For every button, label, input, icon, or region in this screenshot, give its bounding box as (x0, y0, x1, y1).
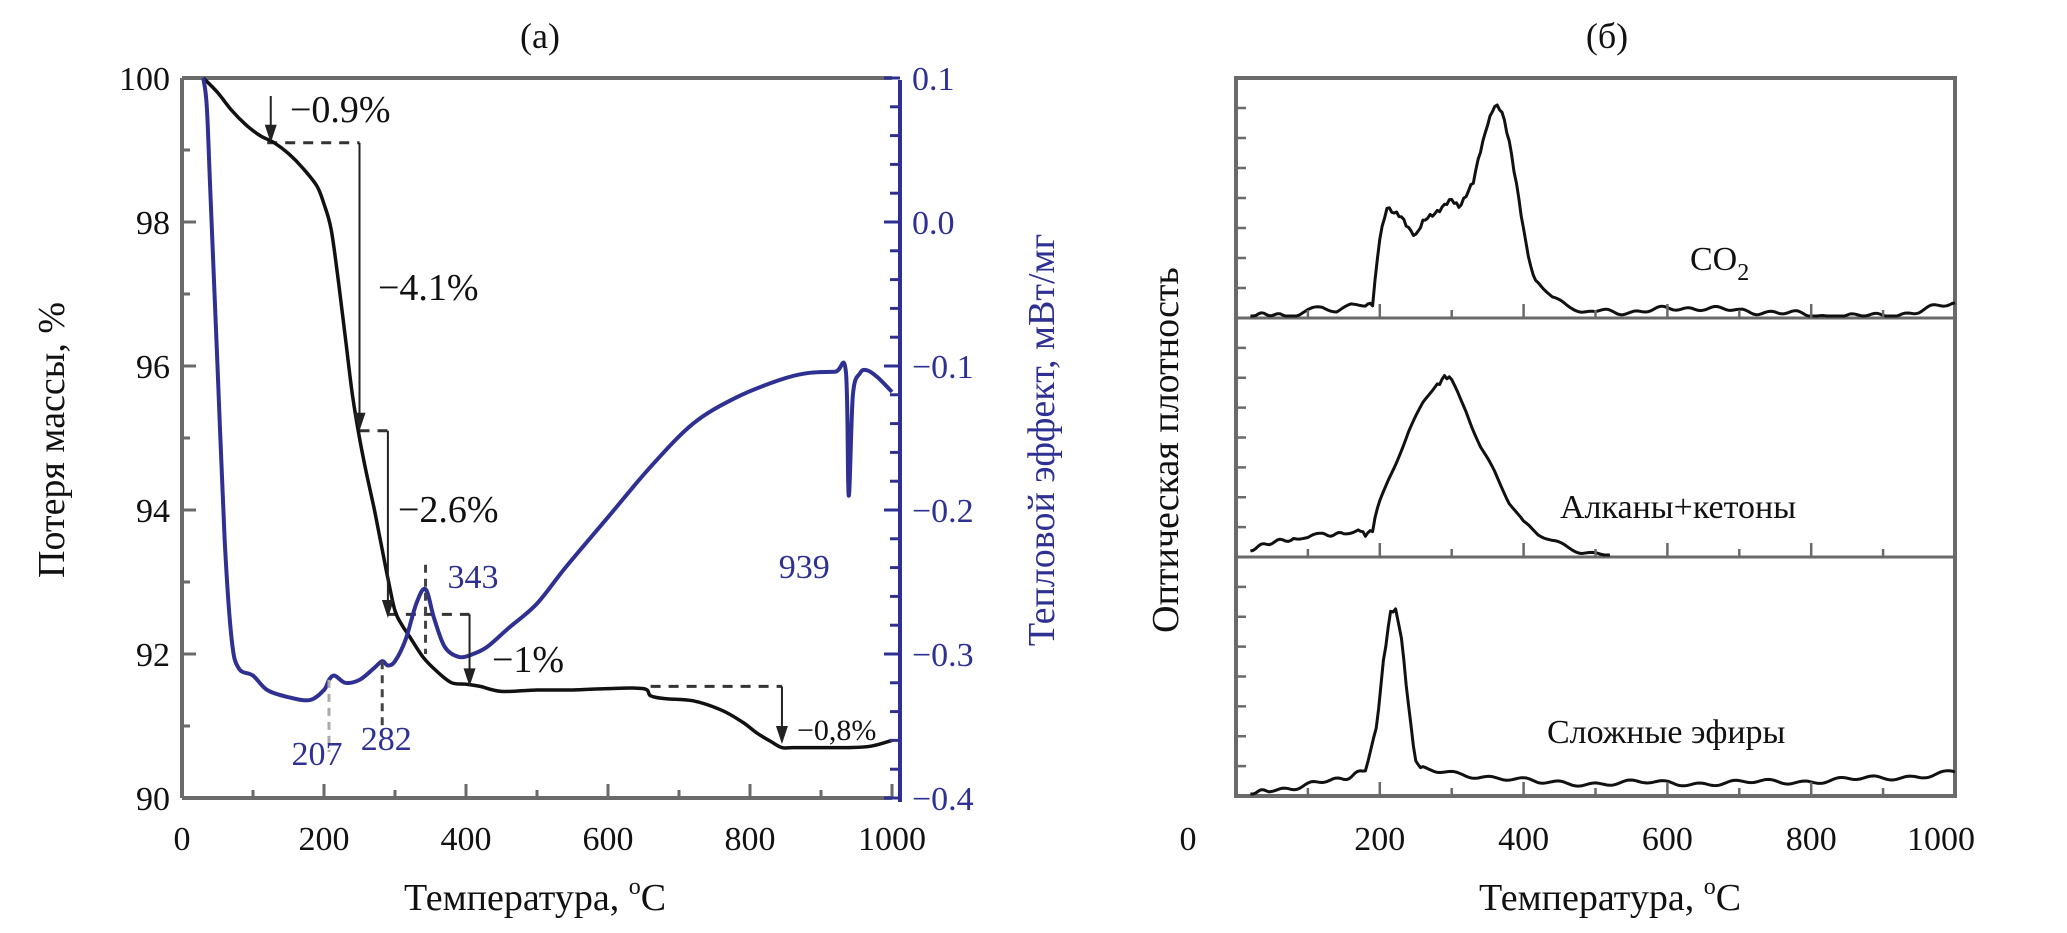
x-axis-label-text: Температура, (1479, 877, 1704, 919)
panel-b-frame (1234, 76, 1957, 798)
mass-loss-arrow-head (264, 124, 277, 143)
panel-b-box (1234, 76, 1957, 798)
alkanes-ketones-label: Алканы+кетоны (1560, 489, 1796, 526)
right-y-tick-label: −0.4 (912, 781, 974, 818)
panel-b-series (1250, 103, 1956, 796)
mass-loss-label: −2.6% (398, 489, 499, 531)
x-axis-label-text: Температура, (404, 877, 629, 919)
y-tick-label: 90 (136, 781, 170, 818)
right-y-tick-label: −0.3 (912, 637, 974, 674)
mass-loss-arrow-head (463, 668, 476, 687)
y-tick-label: 100 (119, 61, 170, 98)
panel-b-x-axis-label: Температура, oC (1479, 874, 1741, 919)
panel-a-x-axis-label: Температура, oC (404, 874, 666, 919)
y-tick-label: 98 (136, 205, 170, 242)
panel-b-title: (б) (1586, 16, 1628, 56)
panel-a-title: (a) (520, 16, 560, 56)
right-y-tick-label: 0.0 (912, 205, 955, 242)
unit-c: C (641, 877, 666, 919)
esters-label: Сложные эфиры (1547, 714, 1786, 751)
x-tick-label: 1000 (858, 821, 926, 858)
mass-loss-label: −0.9% (290, 89, 391, 131)
x-tick-label: 200 (299, 821, 350, 858)
unit-c: C (1716, 877, 1741, 919)
mass-loss-arrow-head (775, 726, 788, 744)
x-tick-label: 0 (174, 821, 191, 858)
tg-curve (202, 76, 893, 750)
y-tick-label: 92 (136, 637, 170, 674)
x-tick-label: 800 (725, 821, 776, 858)
co2-label-main: CO (1690, 241, 1737, 278)
panel-a-ticks: 0 200 400 600 800 1000 90 92 94 96 98 100 −0.4 −0.3 −0… (119, 61, 974, 858)
mass-loss-label: −0,8% (797, 714, 876, 747)
alkanes-ketones-curve (1250, 374, 1610, 557)
x-tick-label: 400 (1498, 821, 1549, 858)
esters-curve (1250, 607, 1956, 796)
x-tick-label: 600 (1642, 821, 1693, 858)
dsc-curve (201, 77, 894, 703)
panel-a-right-y-axis-label: Тепловой эффект, мВт/мг (1021, 234, 1063, 646)
x-tick-label: 1000 (1907, 821, 1975, 858)
mass-loss-label: −1% (492, 639, 564, 681)
panel-a-guides (267, 141, 782, 688)
peak-temperature-label: 343 (448, 559, 499, 596)
peak-temperature-label: 207 (291, 736, 342, 773)
panel-b-y-axis-label: Оптическая плотность (1145, 267, 1187, 633)
x-tick-label: 200 (1354, 821, 1405, 858)
right-y-tick-label: 0.1 (912, 61, 955, 98)
co2-label-sub: 2 (1737, 260, 1749, 286)
panel-a-annotations: −0.9% −4.1% −2.6% −1% −0,8% 207 282 343 939 (264, 89, 876, 773)
right-y-tick-label: −0.2 (912, 493, 974, 530)
co2-label: CO2 (1690, 241, 1749, 286)
x-tick-label: 0 (1180, 821, 1197, 858)
x-tick-label: 600 (583, 821, 634, 858)
degree-sup: o (629, 874, 641, 900)
right-y-tick-label: −0.1 (912, 349, 974, 386)
panel-a-series (201, 76, 894, 750)
y-tick-label: 96 (136, 349, 170, 386)
degree-sup: o (1704, 874, 1716, 900)
mass-loss-arrow-head (381, 600, 394, 618)
peak-temperature-label: 939 (779, 549, 830, 586)
panel-a-y-axis-label: Потеря массы, % (31, 302, 73, 578)
panel-a-frame (180, 76, 902, 802)
mass-loss-arrow-head (353, 412, 366, 431)
mass-loss-label: −4.1% (378, 267, 479, 309)
peak-temperature-label: 282 (361, 721, 412, 758)
co2-curve (1250, 103, 1956, 318)
y-tick-label: 94 (136, 493, 170, 530)
x-tick-label: 800 (1786, 821, 1837, 858)
panel-b-ticks: 0 200 400 600 800 1000 (1180, 106, 1975, 858)
x-tick-label: 400 (441, 821, 492, 858)
